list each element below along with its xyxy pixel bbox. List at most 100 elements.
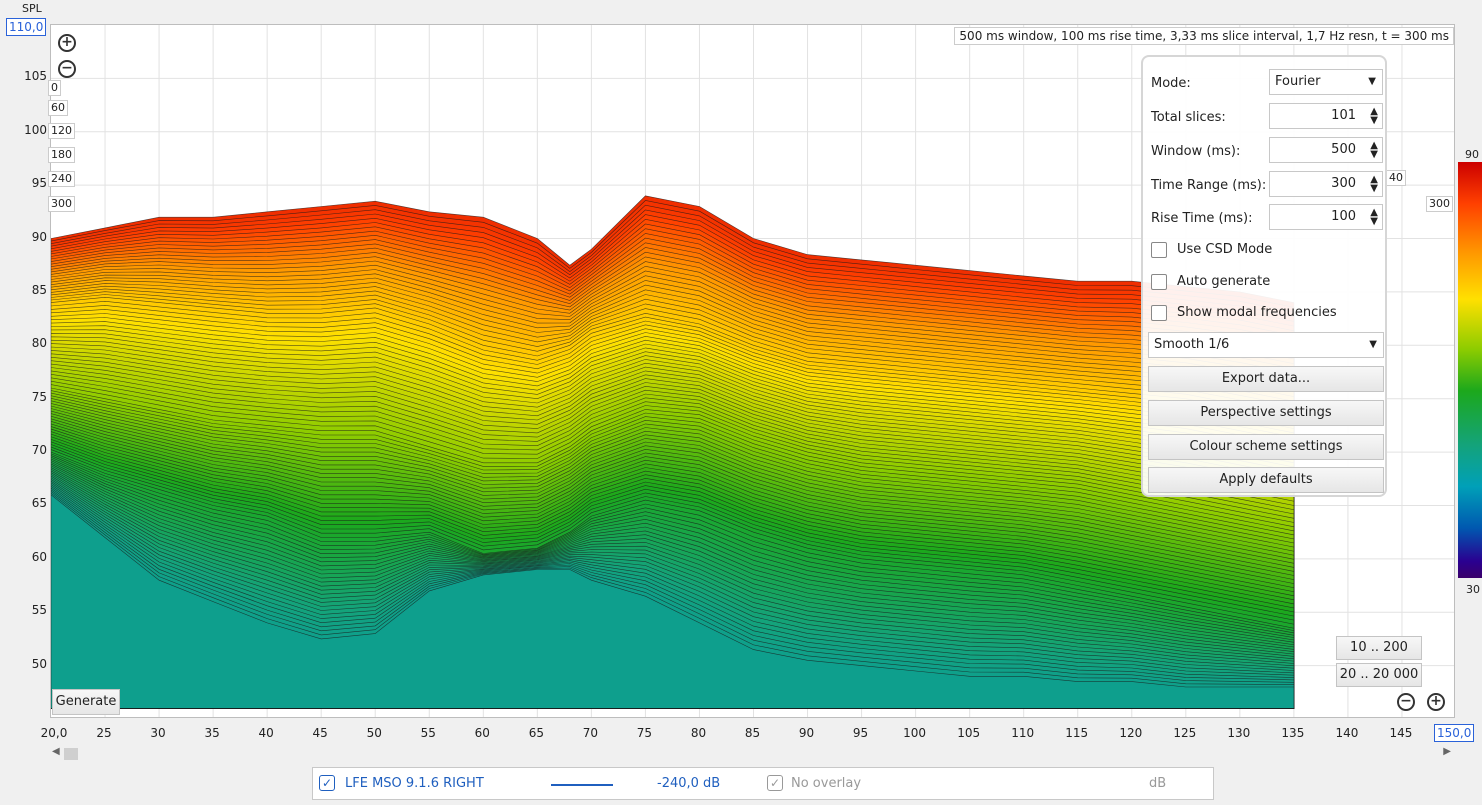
zoom-out-icon[interactable]: − [58,60,76,78]
overlay-label: No overlay [791,776,862,791]
x-tick-label: 55 [420,726,436,740]
y-tick-label: 75 [31,389,47,404]
x-tick-label: 85 [744,726,761,740]
x-axis-start[interactable]: 20,0 [40,726,68,740]
scroll-thumb[interactable] [64,748,78,760]
perspective-settings-button[interactable]: Perspective settings [1148,400,1384,426]
spinner-arrows-icon[interactable]: ▲ ▼ [1370,106,1378,126]
x-tick-label: 130 [1227,726,1251,740]
y-tick-label: 80 [31,336,47,351]
y-tick-label: 100 [24,122,47,137]
y-tick-label: 65 [31,496,47,511]
range-20-20000-button[interactable]: 20 .. 20 000 [1336,663,1422,687]
mode-select[interactable]: Fourier ▼ [1269,69,1383,95]
export-data-button[interactable]: Export data... [1148,366,1384,392]
trace-offset: -240,0 dB [657,776,721,791]
show-modal-label: Show modal frequencies [1177,305,1337,320]
trace-checkbox[interactable]: ✓ [319,775,335,791]
slice-tag: 60 [48,100,68,116]
auto-generate-label: Auto generate [1177,274,1271,289]
apply-defaults-button[interactable]: Apply defaults [1148,467,1384,493]
waterfall-chart [51,25,1454,717]
show-modal-checkbox[interactable] [1151,305,1167,321]
chevron-down-icon: ▼ [1369,339,1377,350]
x-tick-label: 35 [204,726,220,740]
x-tick-label: 45 [312,726,328,740]
y-tick-label: 70 [31,443,47,458]
range-10-200-button[interactable]: 10 .. 200 [1336,636,1422,660]
x-tick-label: 60 [474,726,490,740]
time-range-stepper[interactable]: 300 ▲ ▼ [1269,171,1383,197]
slice-tag: 0 [48,80,61,96]
overlay-checkbox[interactable]: ✓ [767,775,783,791]
y-axis-top-limit[interactable]: 110,0 [6,18,47,36]
colour-scheme-settings-button[interactable]: Colour scheme settings [1148,434,1384,460]
slice-tag: 40 [1386,170,1406,186]
generate-button[interactable]: Generate [52,689,120,715]
y-axis-label: SPL [22,2,42,15]
colour-scale-bar [1458,162,1482,578]
window-stepper[interactable]: 500 ▲ ▼ [1269,137,1383,163]
trace-legend: ✓ LFE MSO 9.1.6 RIGHT -240,0 dB ✓ No ove… [312,767,1214,800]
slice-tag: 300 [48,196,75,212]
trace-name: LFE MSO 9.1.6 RIGHT [345,776,484,791]
mode-value: Fourier [1275,74,1321,89]
colorbar-bottom-label: 30 [1466,583,1480,596]
unit-label: dB [1149,776,1167,791]
trace-line-sample [551,784,613,786]
y-tick-label: 90 [31,229,47,244]
horizontal-scrollbar[interactable]: ◀ ▶ [50,745,1455,763]
slice-tag: 180 [48,147,75,163]
y-tick-label: 95 [31,176,47,191]
x-tick-label: 40 [258,726,274,740]
chevron-down-icon: ▼ [1368,76,1376,87]
scroll-left-icon[interactable]: ◀ [52,746,60,757]
x-axis-end-limit[interactable]: 150,0 [1434,724,1475,742]
smoothing-value: Smooth 1/6 [1154,337,1230,352]
x-tick-label: 65 [528,726,544,740]
x-tick-label: 30 [150,726,166,740]
y-tick-label: 105 [24,69,47,84]
zoom-in-x-icon[interactable]: + [1427,693,1445,711]
x-tick-label: 95 [852,726,869,740]
zoom-in-icon[interactable]: + [58,34,76,52]
auto-generate-checkbox[interactable] [1151,274,1167,290]
x-tick-label: 70 [582,726,599,740]
mode-label: Mode: [1151,76,1191,91]
use-csd-checkbox[interactable] [1151,242,1167,258]
x-tick-label: 25 [96,726,112,740]
total-slices-label: Total slices: [1151,110,1226,125]
y-tick-label: 50 [31,656,47,671]
x-tick-label: 120 [1119,726,1143,740]
rise-time-value: 100 [1331,209,1356,224]
waterfall-settings-panel: Mode: Fourier ▼ Total slices: 101 ▲ ▼ Win… [1141,55,1387,497]
spinner-arrows-icon[interactable]: ▲ ▼ [1370,207,1378,227]
zoom-out-x-icon[interactable]: − [1397,693,1415,711]
x-tick-label: 135 [1281,726,1305,740]
y-tick-label: 85 [31,282,47,297]
waterfall-plot[interactable] [50,24,1455,718]
spinner-arrows-icon[interactable]: ▲ ▼ [1370,174,1378,194]
window-value: 500 [1331,142,1356,157]
rise-time-stepper[interactable]: 100 ▲ ▼ [1269,204,1383,230]
time-range-label: Time Range (ms): [1151,178,1267,193]
x-tick-label: 145 [1389,726,1413,740]
spinner-arrows-icon[interactable]: ▲ ▼ [1370,140,1378,160]
x-tick-label: 110 [1011,726,1035,740]
x-tick-label: 80 [690,726,707,740]
x-tick-label: 90 [798,726,815,740]
scroll-right-icon[interactable]: ▶ [1443,746,1451,757]
total-slices-value: 101 [1331,108,1356,123]
slice-tag: 120 [48,123,75,139]
y-tick-label: 55 [31,603,47,618]
total-slices-stepper[interactable]: 101 ▲ ▼ [1269,103,1383,129]
window-label: Window (ms): [1151,144,1241,159]
waterfall-slice [51,494,1295,709]
smoothing-select[interactable]: Smooth 1/6 ▼ [1148,332,1384,358]
analysis-info-banner: 500 ms window, 100 ms rise time, 3,33 ms… [954,27,1454,45]
x-tick-label: 105 [957,726,981,740]
use-csd-label: Use CSD Mode [1177,242,1273,257]
slice-tag: 240 [48,171,75,187]
x-tick-label: 50 [366,726,382,740]
colorbar-top-label: 90 [1465,148,1479,161]
